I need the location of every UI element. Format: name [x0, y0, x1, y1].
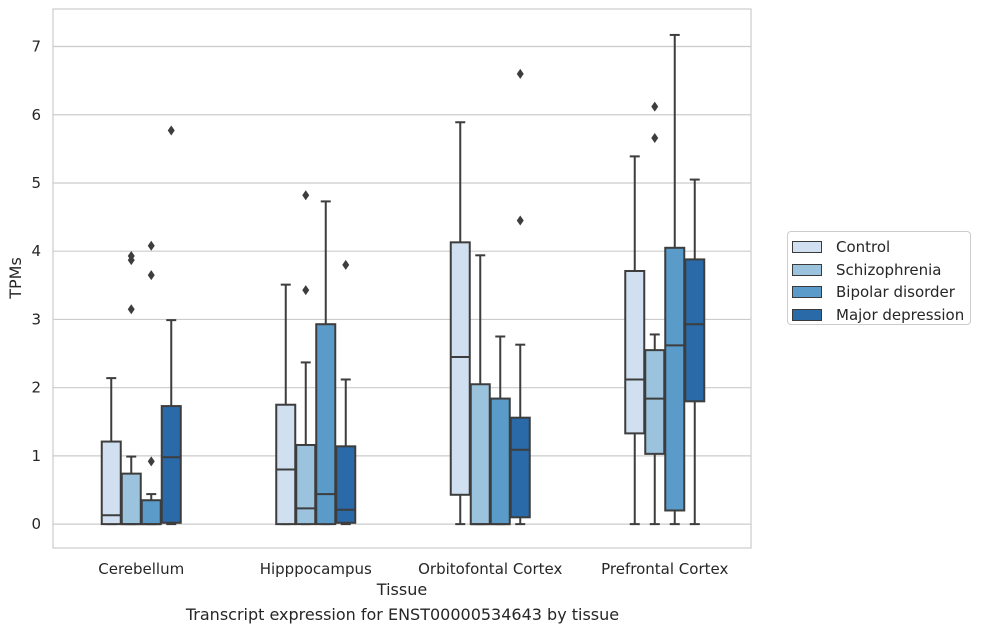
outlier-point — [147, 456, 155, 467]
outlier-point — [127, 250, 135, 261]
legend: Control Schizophrenia Bipolar disorder Majo… — [787, 231, 971, 325]
legend-swatch — [792, 241, 822, 254]
legend-item: Control — [792, 236, 970, 259]
x-tick-labels: Cerebellum Hipppocampus Orbitofontal Corte… — [98, 560, 728, 578]
y-axis-label: TPMs — [6, 257, 25, 300]
y-tick-labels: 0 1 2 3 4 5 6 7 — [31, 38, 41, 534]
box-control — [449, 121, 471, 526]
legend-swatch — [792, 286, 822, 299]
box-control — [100, 377, 122, 526]
x-tick-label: Cerebellum — [98, 560, 184, 578]
box-body — [315, 323, 337, 526]
legend-item: Schizophrenia — [792, 259, 970, 282]
legend-item: Major depression — [792, 304, 970, 327]
box-body — [295, 443, 317, 526]
box-body — [100, 440, 122, 526]
outlier-point — [147, 270, 155, 281]
outlier-point — [147, 240, 155, 251]
x-tick-label: Orbitofontal Cortex — [418, 560, 562, 578]
box-schizophrenia — [644, 101, 666, 526]
y-tick-label: 3 — [31, 310, 41, 328]
box-body — [509, 416, 531, 519]
box-schizophrenia — [120, 250, 142, 526]
y-tick-label: 7 — [31, 38, 41, 56]
boxes — [100, 33, 706, 526]
figure-caption: Transcript expression for ENST0000053464… — [185, 605, 620, 624]
y-tick-label: 0 — [31, 515, 41, 533]
box-major-depression — [160, 125, 182, 526]
box-body — [140, 499, 162, 526]
box-major-depression — [335, 259, 357, 526]
legend-label: Control — [836, 238, 891, 257]
outlier-point — [167, 125, 175, 136]
outlier-point — [651, 132, 659, 143]
y-tick-label: 2 — [31, 379, 41, 397]
box-body — [644, 349, 666, 455]
y-tick-label: 5 — [31, 174, 41, 192]
box-body — [120, 472, 142, 526]
plot-frame — [52, 8, 752, 549]
box-body — [624, 269, 646, 435]
box-major-depression — [509, 68, 531, 526]
outlier-point — [516, 68, 524, 79]
box-body — [684, 258, 706, 403]
box-schizophrenia — [295, 190, 317, 526]
legend-label: Major depression — [836, 305, 965, 324]
x-tick-label: Prefrontal Cortex — [601, 560, 728, 578]
outlier-point — [302, 285, 310, 296]
outlier-point — [516, 215, 524, 226]
y-tick-label: 6 — [31, 106, 41, 124]
box-bipolar-disorder — [315, 200, 337, 526]
box-major-depression — [684, 178, 706, 526]
box-body — [160, 405, 182, 524]
box-control — [624, 155, 646, 526]
box-body — [449, 241, 471, 496]
outlier-point — [651, 101, 659, 112]
box-body — [469, 383, 491, 526]
x-axis-label: Tissue — [376, 580, 427, 599]
x-tick-label: Hipppocampus — [260, 560, 372, 578]
legend-label: Bipolar disorder — [836, 283, 955, 302]
box-body — [489, 397, 511, 526]
legend-swatch — [792, 308, 822, 321]
box-body — [335, 445, 357, 524]
y-tick-label: 4 — [31, 242, 41, 260]
outlier-point — [302, 190, 310, 201]
box-body — [664, 246, 686, 512]
plot-background — [53, 9, 751, 548]
legend-label: Schizophrenia — [836, 260, 942, 279]
legend-swatch — [792, 263, 822, 276]
outlier-point — [127, 304, 135, 315]
box-body — [275, 403, 297, 526]
outlier-point — [342, 259, 350, 270]
legend-item: Bipolar disorder — [792, 281, 970, 304]
y-tick-label: 1 — [31, 447, 41, 465]
